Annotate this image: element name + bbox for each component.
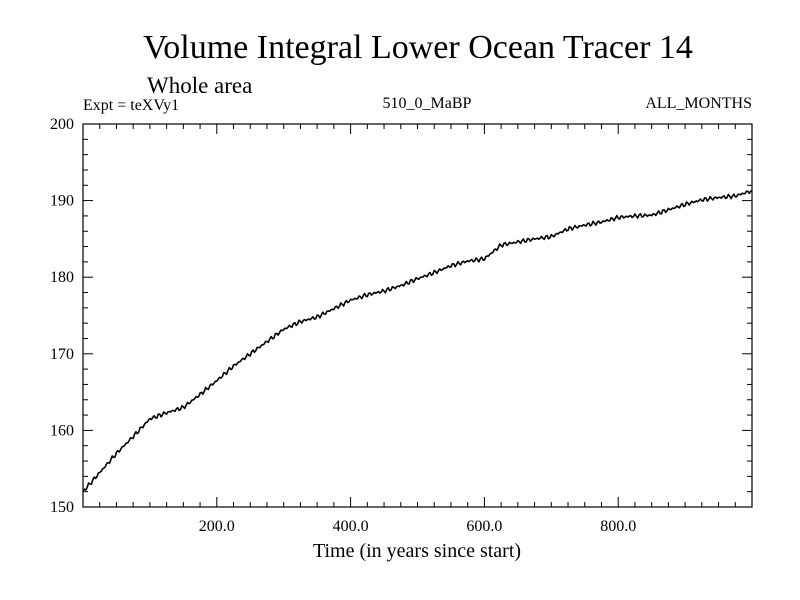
series-line: [82, 189, 753, 492]
y-tick-label: 180: [50, 269, 74, 286]
y-tick-label: 200: [50, 116, 74, 133]
y-tick-label: 170: [50, 346, 74, 363]
x-tick-label: 600.0: [466, 518, 502, 535]
y-tick-label: 160: [50, 422, 74, 439]
tick-labels: 200.0 400.0 600.0 800.0 150 160 170 180 190 200: [50, 116, 636, 535]
y-tick-label: 150: [50, 499, 74, 516]
x-axis-label: Time (in years since start): [313, 540, 521, 562]
axis-ticks: [83, 123, 752, 508]
months-label: ALL_MONTHS: [645, 95, 752, 112]
series-group: [82, 189, 753, 492]
x-tick-label: 200.0: [199, 518, 235, 535]
x-tick-label: 800.0: [600, 518, 636, 535]
chart-title: Volume Integral Lower Ocean Tracer 14: [143, 29, 693, 66]
plot-frame: [82, 123, 753, 508]
experiment-label: Expt = teXVy1: [83, 97, 179, 114]
y-tick-label: 190: [50, 193, 74, 210]
run-label: 510_0_MaBP: [383, 95, 472, 112]
x-tick-label: 400.0: [333, 518, 369, 535]
chart-subtitle: Whole area: [147, 73, 252, 98]
